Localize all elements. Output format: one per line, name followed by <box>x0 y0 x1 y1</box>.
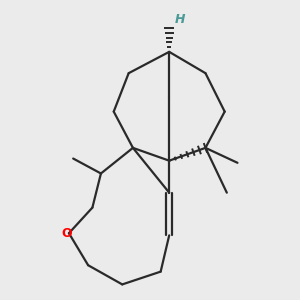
Text: H: H <box>175 13 185 26</box>
Text: O: O <box>61 227 72 240</box>
